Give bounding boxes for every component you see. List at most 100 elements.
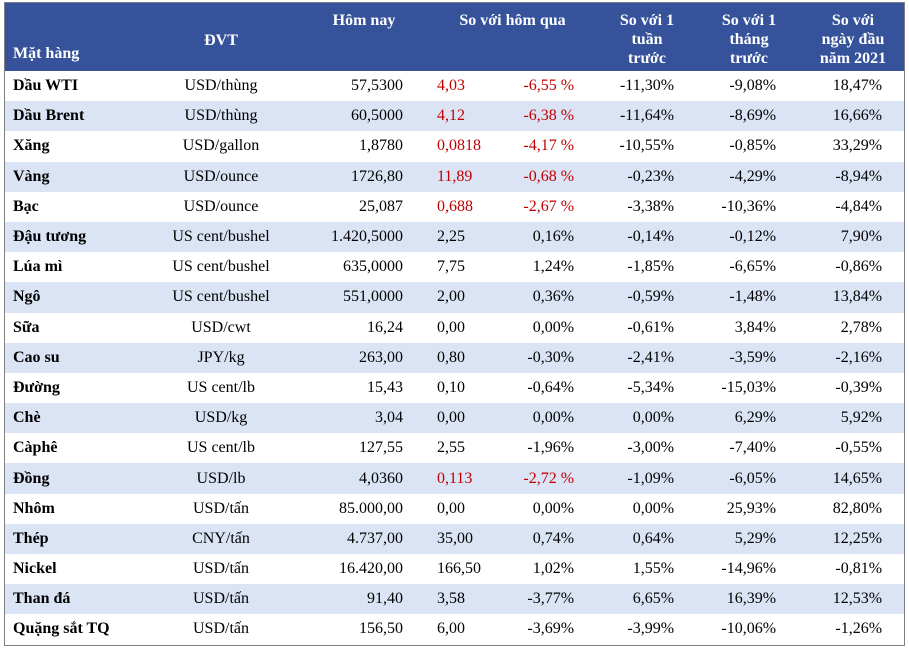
price-today: 1.420,5000 xyxy=(299,221,429,253)
pct-vs-week: -3,99% xyxy=(596,614,699,645)
header-vs-month-line2: tháng xyxy=(729,31,769,48)
pct-vs-week: 6,65% xyxy=(596,584,699,615)
commodity-price-table: Mặt hàng ĐVT Hôm nay So với hôm qua So v… xyxy=(5,3,904,645)
pct-vs-year-start: 5,92% xyxy=(800,403,904,434)
unit-cell: USD/thùng xyxy=(143,71,299,102)
pct-vs-yesterday: -4,17 % xyxy=(504,131,597,162)
pct-vs-yesterday: -6,38 % xyxy=(504,101,597,132)
change-vs-yesterday: 0,10 xyxy=(429,372,504,404)
pct-vs-week: -2,41% xyxy=(596,342,699,373)
table-row: Dầu WTI USD/thùng 57,5300 4,03 -6,55 % -11,30… xyxy=(5,71,904,102)
unit-cell: US cent/bushel xyxy=(143,282,299,313)
header-vs-year-line1: So với xyxy=(831,12,875,29)
header-today: Hôm nay xyxy=(299,3,429,71)
pct-vs-yesterday: -0,64% xyxy=(504,372,597,404)
pct-vs-year-start: 14,65% xyxy=(800,463,904,494)
unit-cell: USD/gallon xyxy=(143,131,299,162)
price-today: 4.737,00 xyxy=(299,523,429,554)
commodity-name: Chè xyxy=(5,403,143,434)
table-row: Ngô US cent/bushel 551,0000 2,00 0,36% -0,59%… xyxy=(5,282,904,313)
pct-vs-month: 16,39% xyxy=(698,584,801,615)
unit-cell: USD/thùng xyxy=(143,101,299,132)
pct-vs-yesterday: 0,00% xyxy=(504,493,597,524)
change-vs-yesterday: 2,00 xyxy=(429,282,504,313)
commodity-name: Đậu tương xyxy=(5,221,143,253)
price-today: 1,8780 xyxy=(299,131,429,162)
price-today: 4,0360 xyxy=(299,463,429,494)
unit-cell: US cent/lb xyxy=(143,433,299,464)
unit-cell: US cent/bushel xyxy=(143,252,299,283)
change-vs-yesterday: 2,25 xyxy=(429,221,504,253)
header-vs-month-line1: So với 1 xyxy=(721,12,777,29)
pct-vs-month: 3,84% xyxy=(698,312,801,343)
pct-vs-year-start: -0,86% xyxy=(800,252,904,283)
change-vs-yesterday: 6,00 xyxy=(429,614,504,645)
price-today: 15,43 xyxy=(299,372,429,404)
pct-vs-yesterday: -0,30% xyxy=(504,342,597,373)
table-row: Quặng sắt TQ USD/tấn 156,50 6,00 -3,69% -3,99… xyxy=(5,614,904,645)
pct-vs-yesterday: -3,77% xyxy=(504,584,597,615)
unit-cell: USD/tấn xyxy=(143,614,299,645)
pct-vs-week: -11,30% xyxy=(596,71,699,102)
change-vs-yesterday: 0,00 xyxy=(429,493,504,524)
pct-vs-week: -5,34% xyxy=(596,372,699,404)
unit-cell: USD/lb xyxy=(143,463,299,494)
table-row: Vàng USD/ounce 1726,80 11,89 -0,68 % -0,23% -4… xyxy=(5,161,904,192)
pct-vs-month: -4,29% xyxy=(698,161,801,192)
commodity-name: Vàng xyxy=(5,161,143,192)
pct-vs-yesterday: -1,96% xyxy=(504,433,597,464)
pct-vs-week: 1,55% xyxy=(596,554,699,585)
commodity-name: Ngô xyxy=(5,282,143,313)
unit-cell: USD/kg xyxy=(143,403,299,434)
pct-vs-year-start: 2,78% xyxy=(800,312,904,343)
pct-vs-month: -0,85% xyxy=(698,131,801,162)
pct-vs-week: -1,85% xyxy=(596,252,699,283)
price-today: 127,55 xyxy=(299,433,429,464)
pct-vs-week: -3,38% xyxy=(596,191,699,222)
table-row: Đồng USD/lb 4,0360 0,113 -2,72 % -1,09% -6,05%… xyxy=(5,463,904,494)
pct-vs-week: -10,55% xyxy=(596,131,699,162)
table-row: Càphê US cent/lb 127,55 2,55 -1,96% -3,00% -7,… xyxy=(5,433,904,464)
pct-vs-yesterday: -2,72 % xyxy=(504,463,597,494)
pct-vs-year-start: 18,47% xyxy=(800,71,904,102)
price-today: 25,087 xyxy=(299,191,429,222)
pct-vs-week: -11,64% xyxy=(596,101,699,132)
header-vs-week: So với 1 tuần trước xyxy=(596,3,699,71)
table-row: Xăng USD/gallon 1,8780 0,0818 -4,17 % -10,55%… xyxy=(5,131,904,162)
pct-vs-week: -0,14% xyxy=(596,221,699,253)
commodity-name: Thép xyxy=(5,523,143,554)
pct-vs-month: 5,29% xyxy=(698,523,801,554)
pct-vs-week: -0,59% xyxy=(596,282,699,313)
change-vs-yesterday: 0,00 xyxy=(429,403,504,434)
change-vs-yesterday: 3,58 xyxy=(429,584,504,615)
pct-vs-yesterday: -0,68 % xyxy=(504,161,597,192)
table-row: Đậu tương US cent/bushel 1.420,5000 2,25 0,1… xyxy=(5,221,904,253)
change-vs-yesterday: 0,0818 xyxy=(429,131,504,162)
commodity-name: Than đá xyxy=(5,584,143,615)
pct-vs-month: -14,96% xyxy=(698,554,801,585)
pct-vs-week: 0,00% xyxy=(596,403,699,434)
change-vs-yesterday: 7,75 xyxy=(429,252,504,283)
change-vs-yesterday: 35,00 xyxy=(429,523,504,554)
table-row: Đường US cent/lb 15,43 0,10 -0,64% -5,34% -15,… xyxy=(5,372,904,404)
pct-vs-year-start: -1,26% xyxy=(800,614,904,645)
pct-vs-yesterday: -6,55 % xyxy=(504,71,597,102)
price-today: 85.000,00 xyxy=(299,493,429,524)
header-vs-week-line3: trước xyxy=(628,50,667,67)
pct-vs-month: -3,59% xyxy=(698,342,801,373)
pct-vs-year-start: -0,39% xyxy=(800,372,904,404)
pct-vs-month: 25,93% xyxy=(698,493,801,524)
pct-vs-month: -15,03% xyxy=(698,372,801,404)
header-vs-week-line1: So với 1 xyxy=(619,12,675,29)
pct-vs-month: -9,08% xyxy=(698,71,801,102)
commodity-name: Bạc xyxy=(5,191,143,222)
table-row: Nhôm USD/tấn 85.000,00 0,00 0,00% 0,00% 25,93%… xyxy=(5,493,904,524)
header-vs-year-start: So với ngày đầu năm 2021 xyxy=(800,3,904,71)
pct-vs-yesterday: 0,36% xyxy=(504,282,597,313)
header-vs-week-line2: tuần xyxy=(631,31,663,48)
unit-cell: USD/ounce xyxy=(143,191,299,222)
table-body: Dầu WTI USD/thùng 57,5300 4,03 -6,55 % -11,30… xyxy=(5,71,904,645)
pct-vs-yesterday: -2,67 % xyxy=(504,191,597,222)
pct-vs-month: -6,05% xyxy=(698,463,801,494)
pct-vs-yesterday: -3,69% xyxy=(504,614,597,645)
